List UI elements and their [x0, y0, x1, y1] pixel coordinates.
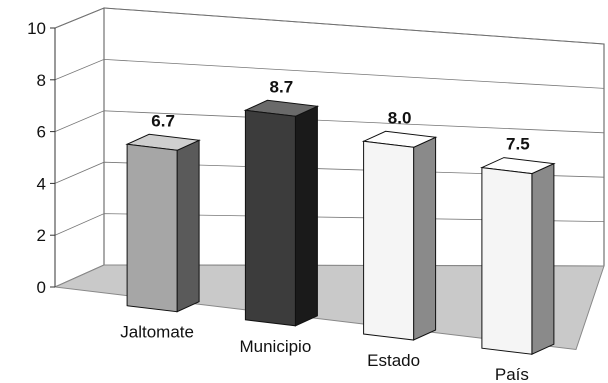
- bar: [481, 167, 533, 355]
- bar: [363, 140, 415, 341]
- bar-side: [413, 136, 437, 341]
- gridline: [54, 110, 605, 134]
- bars: [125, 99, 556, 355]
- y-tick-label: 0: [37, 278, 46, 297]
- value-label: 7.5: [506, 135, 530, 154]
- category-label: Municipio: [239, 337, 311, 356]
- value-label: 6.7: [151, 111, 175, 130]
- y-axis: 0 2 4 6 8 10: [27, 19, 56, 297]
- bar-side: [176, 139, 200, 313]
- bar: [244, 109, 296, 327]
- value-label: 8.0: [388, 108, 412, 127]
- y-tick-label: 8: [37, 71, 46, 90]
- category-label: Jaltomate: [120, 323, 194, 342]
- gridlines: [54, 7, 605, 236]
- bar-side: [294, 105, 318, 327]
- gridline: [54, 213, 605, 236]
- y-tick-label: 10: [27, 19, 46, 38]
- y-tick-label: 4: [37, 174, 46, 193]
- value-label: 8.7: [270, 77, 294, 96]
- bar: [126, 143, 178, 313]
- category-label: País: [495, 365, 529, 383]
- gridline: [54, 161, 605, 184]
- gridline: [54, 58, 605, 89]
- category-labels: Jaltomate Municipio Estado País: [120, 323, 529, 383]
- value-labels: 6.7 8.7 8.0 7.5: [151, 77, 529, 153]
- y-tick-label: 2: [37, 226, 46, 245]
- y-tick-label: 6: [37, 123, 46, 142]
- gridline: [54, 7, 605, 45]
- bar-side: [531, 162, 555, 355]
- category-label: Estado: [367, 351, 420, 370]
- side-wall: [54, 7, 105, 288]
